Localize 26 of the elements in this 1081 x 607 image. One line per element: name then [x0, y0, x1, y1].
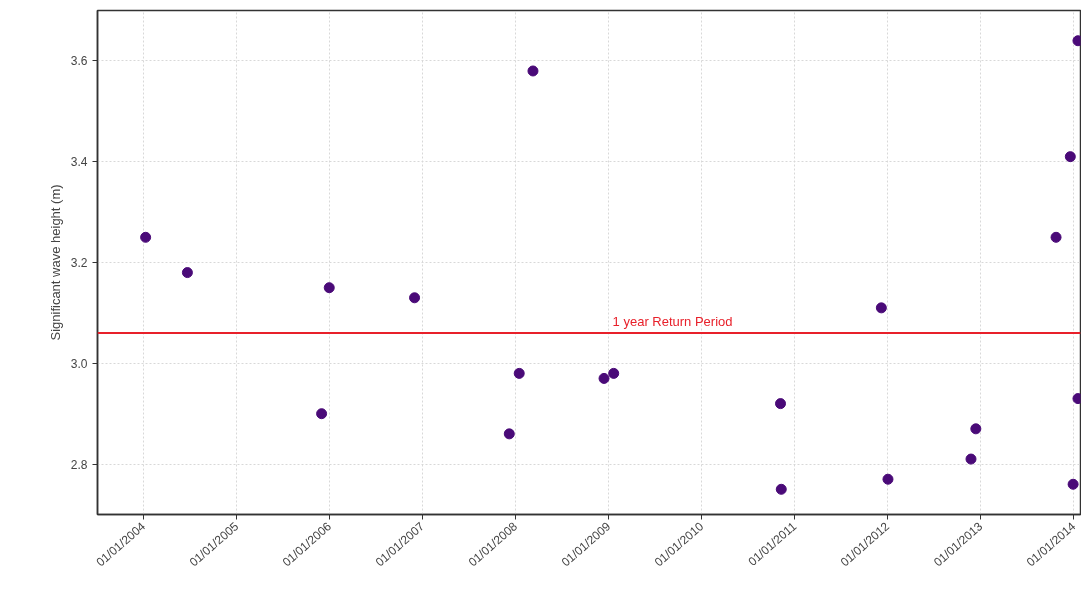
- y-tick-label: 3.0: [70, 356, 88, 371]
- point: [1050, 231, 1062, 243]
- point: [775, 483, 787, 495]
- point: [323, 282, 335, 294]
- point: [965, 453, 977, 465]
- point: [598, 372, 610, 384]
- point: [608, 367, 620, 379]
- point: [775, 398, 787, 410]
- y-tick-label: 3.6: [70, 54, 88, 69]
- y-tick-label: 3.4: [70, 155, 88, 170]
- point: [875, 302, 887, 314]
- ref-line-label: 1 year Return Period: [612, 314, 733, 330]
- point: [1067, 478, 1079, 490]
- y-tick-label: 2.8: [70, 457, 88, 472]
- point: [409, 292, 421, 304]
- point: [181, 267, 193, 279]
- point: [513, 367, 525, 379]
- point: [1064, 151, 1076, 163]
- y-axis-title: Significant wave height (m): [47, 184, 63, 341]
- point: [316, 408, 328, 420]
- y-tick-label: 3.2: [70, 256, 88, 270]
- point: [503, 428, 515, 440]
- point: [140, 231, 152, 243]
- point: [882, 473, 894, 485]
- point: [970, 423, 982, 435]
- point: [527, 65, 539, 77]
